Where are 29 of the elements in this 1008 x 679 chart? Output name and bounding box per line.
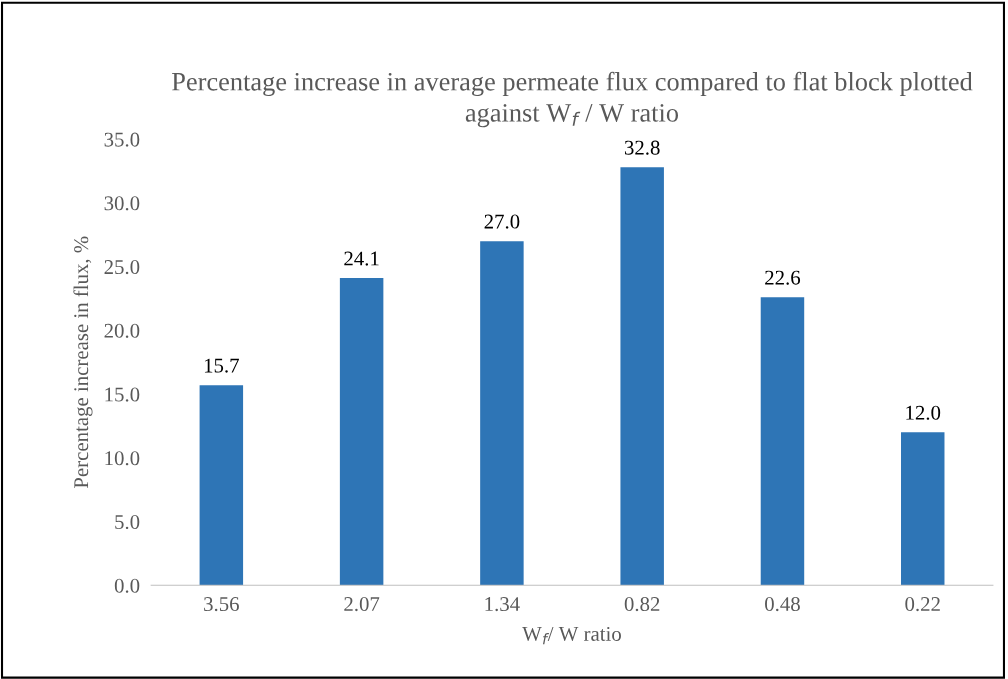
y-axis-title: Percentage increase in flux, % bbox=[73, 236, 93, 489]
bar bbox=[620, 167, 664, 586]
x-tick-label: 1.34 bbox=[485, 597, 520, 612]
data-label: 12.0 bbox=[906, 405, 941, 420]
y-tick-label: 20.0 bbox=[104, 323, 140, 338]
x-tick-label: 2.07 bbox=[344, 597, 380, 612]
bar bbox=[760, 297, 805, 586]
x-axis-title: W$_{f}$/ W ratio bbox=[522, 626, 621, 645]
y-tick-label: 10.0 bbox=[105, 451, 140, 466]
y-tick-label: 30.0 bbox=[104, 196, 140, 211]
x-tick-label: 0.82 bbox=[624, 597, 660, 612]
data-label: 15.7 bbox=[204, 358, 239, 373]
y-tick-label: 35.0 bbox=[104, 132, 140, 147]
data-label: 32.8 bbox=[624, 140, 660, 155]
data-label: 27.0 bbox=[484, 214, 520, 229]
x-tick-label: 0.22 bbox=[905, 597, 940, 612]
data-label: 24.1 bbox=[344, 251, 379, 266]
y-tick-label: 5.0 bbox=[115, 514, 140, 530]
x-tick-label: 0.48 bbox=[765, 597, 800, 612]
x-tick-label: 3.56 bbox=[204, 597, 239, 612]
data-label: 22.6 bbox=[765, 270, 801, 285]
y-tick-label: 0.0 bbox=[114, 578, 140, 593]
bar bbox=[199, 385, 244, 586]
y-tick-label: 15.0 bbox=[105, 387, 140, 402]
chart-title: Percentage increase in average permeate flux compared to flat block plotted against W$_{f}$ / W ratio bbox=[172, 71, 973, 128]
y-tick-label: 25.0 bbox=[104, 260, 140, 275]
bar bbox=[901, 432, 945, 586]
bar bbox=[480, 241, 524, 586]
bar bbox=[339, 278, 384, 586]
